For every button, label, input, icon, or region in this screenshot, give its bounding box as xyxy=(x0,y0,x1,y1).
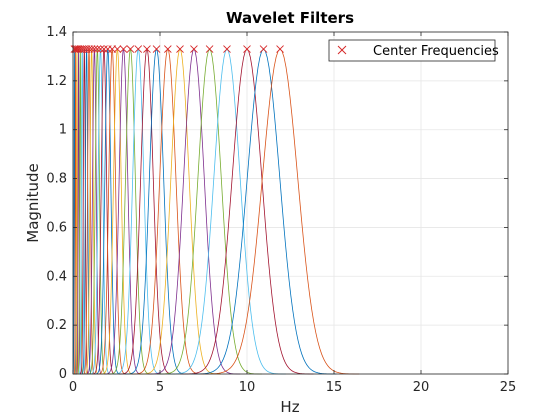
x-tick-label: 15 xyxy=(326,380,343,395)
y-tick-label: 0.4 xyxy=(46,269,67,284)
center-frequency-marker xyxy=(100,45,108,53)
axis-ticks: 0 5 10 15 20 25 0 0.2 0.4 0.6 0.8 1 1.2 1.4 xyxy=(46,25,516,395)
y-tick-label: 1 xyxy=(59,123,67,138)
y-tick-label: 0 xyxy=(59,367,67,382)
y-tick-label: 0.2 xyxy=(46,318,67,333)
center-frequency-marker xyxy=(74,45,83,53)
x-tick-label: 20 xyxy=(413,380,430,395)
center-frequency-marker xyxy=(87,45,96,53)
center-frequency-marker xyxy=(205,45,214,53)
center-frequency-markers xyxy=(70,45,284,53)
x-axis-label: Hz xyxy=(280,398,299,416)
x-tick-label: 10 xyxy=(239,380,256,395)
center-frequency-marker xyxy=(243,45,251,53)
x-tick-label: 5 xyxy=(156,380,164,395)
chart-title: Wavelet Filters xyxy=(226,9,354,27)
y-tick-label: 0.8 xyxy=(46,172,67,187)
center-frequency-marker xyxy=(93,45,102,53)
center-frequency-marker xyxy=(176,45,184,53)
center-frequency-marker xyxy=(152,45,161,53)
filter-curve xyxy=(72,49,77,375)
y-tick-label: 0.6 xyxy=(46,220,67,235)
x-tick-label: 0 xyxy=(69,380,77,395)
axes-frame xyxy=(72,31,509,375)
center-frequency-marker xyxy=(143,45,151,53)
center-frequency-marker xyxy=(276,45,284,53)
x-tick-label: 25 xyxy=(500,380,517,395)
y-tick-label: 1.4 xyxy=(46,25,67,40)
legend-box xyxy=(328,39,496,62)
center-frequency-marker xyxy=(190,45,198,53)
center-frequency-marker xyxy=(223,45,231,53)
center-frequency-marker xyxy=(85,45,93,53)
y-axis-label: Magnitude xyxy=(24,163,42,242)
legend-marker-icon xyxy=(337,45,347,55)
legend-label: Center Frequencies xyxy=(373,44,499,59)
center-frequency-marker xyxy=(113,45,122,53)
legend: Center Frequencies xyxy=(328,39,499,62)
center-frequency-marker xyxy=(259,45,268,53)
center-frequency-marker xyxy=(126,45,135,53)
center-frequency-marker xyxy=(164,45,172,53)
y-tick-label: 1.2 xyxy=(46,74,67,89)
center-frequency-marker xyxy=(96,45,105,53)
center-frequency-marker xyxy=(119,45,128,53)
center-frequency-marker xyxy=(134,45,143,53)
center-frequency-marker xyxy=(76,45,85,53)
center-frequency-marker xyxy=(90,45,99,53)
